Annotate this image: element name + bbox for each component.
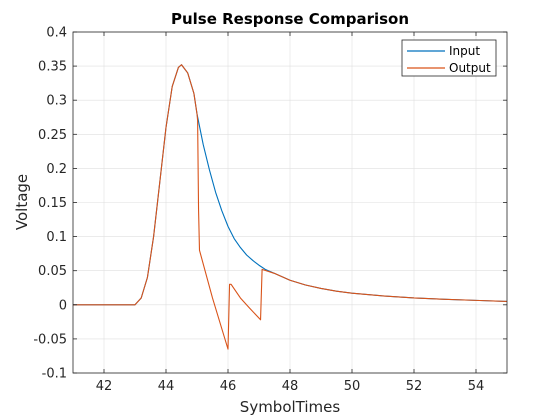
y-tick-label: 0.1 [46,230,67,245]
legend: Input Output [401,39,497,77]
x-tick-label: 44 [158,379,175,394]
legend-box [401,39,497,77]
y-tick-label: 0.35 [38,60,67,75]
y-tick-label: 0.05 [38,264,67,279]
x-tick-label: 50 [344,379,361,394]
legend-label-output: Output [449,61,491,75]
tick-marks [73,31,507,374]
legend-label-input: Input [449,44,480,58]
y-tick-labels: -0.1 -0.05 0 0.05 0.1 0.15 0.2 0.25 0.3 0.35 0.4 [33,26,67,382]
y-axis-label: Voltage [13,174,31,230]
series-line-output [73,64,508,350]
x-tick-label: 48 [282,379,299,394]
y-tick-label: 0.4 [46,26,67,41]
x-tick-label: 54 [468,379,485,394]
y-tick-label: 0.15 [38,196,67,211]
y-tick-label: 0 [59,298,67,313]
x-tick-label: 52 [406,379,423,394]
y-tick-label: -0.05 [33,332,67,347]
series-layer [73,64,508,350]
x-tick-label: 42 [96,379,113,394]
chart-title: Pulse Response Comparison [171,10,409,28]
y-tick-label: 0.25 [38,128,67,143]
y-tick-label: 0.2 [46,162,67,177]
x-tick-labels: 42 44 46 48 50 52 54 [96,379,485,394]
y-tick-label: 0.3 [46,94,67,109]
x-axis-label: SymbolTimes [240,398,341,416]
y-tick-label: -0.1 [42,367,67,382]
x-tick-label: 46 [220,379,237,394]
